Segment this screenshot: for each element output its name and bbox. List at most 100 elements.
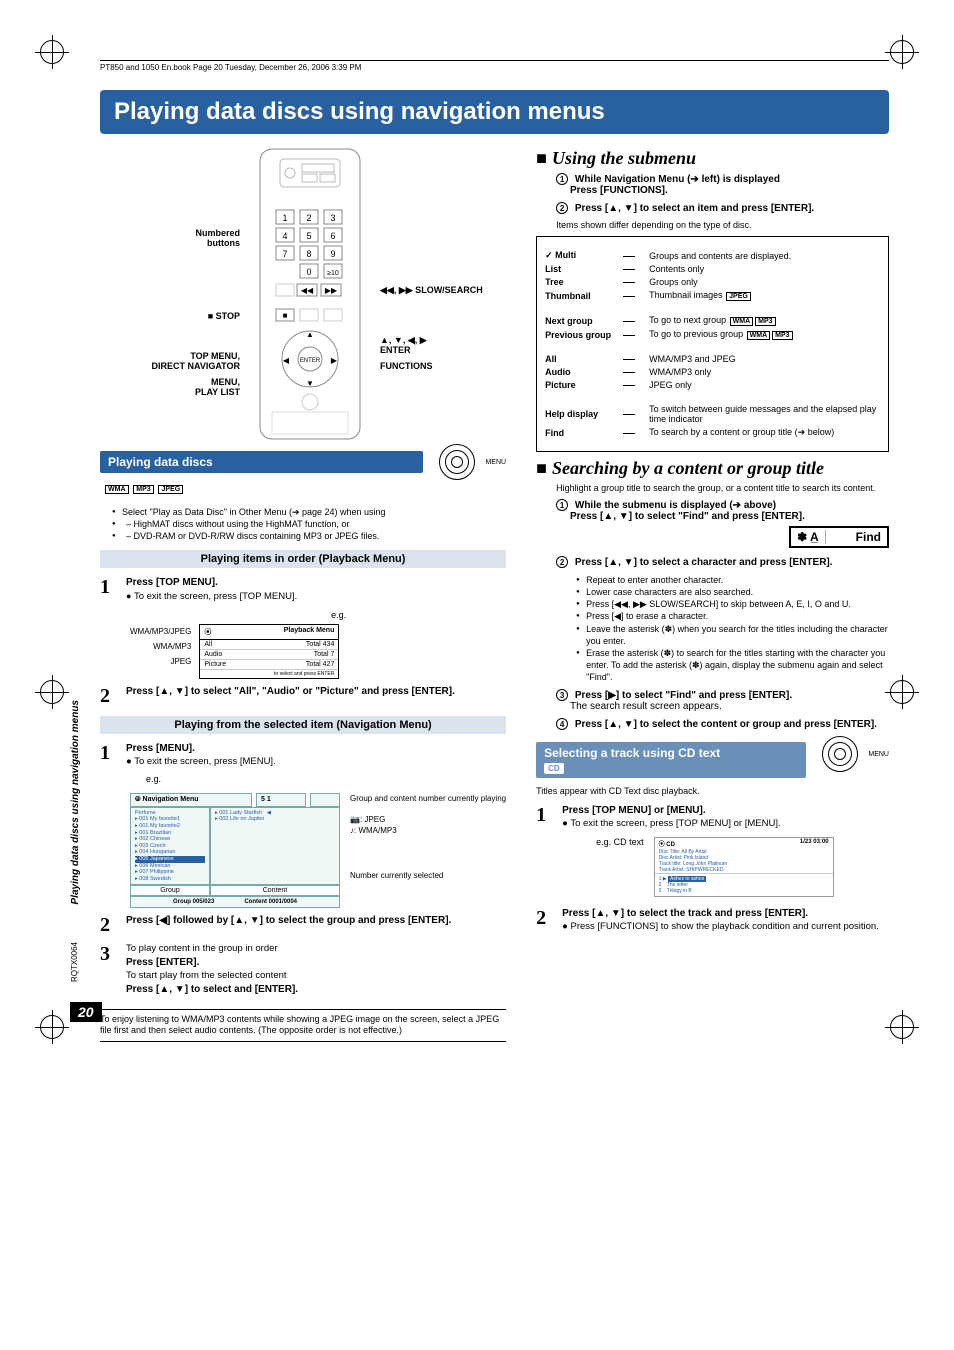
osd-row-val: Total 427 (306, 661, 334, 668)
eg-label: e.g. (146, 773, 506, 785)
sm-label: Tree (545, 277, 631, 287)
dial-label: MENU (868, 751, 889, 758)
sm-desc: Groups and contents are displayed. (631, 251, 880, 261)
navigation-osd-wrap: ⦾ Navigation Menu 5 1 Perfume ▸ 001 My f… (130, 793, 506, 909)
cd-head-left: CD (666, 842, 675, 848)
find-right: Find (856, 530, 881, 544)
nav-content-caption: Content (210, 885, 340, 896)
page-number: 20 (70, 1002, 102, 1022)
search-s2: Press [▲, ▼] to select a character and p… (575, 557, 833, 568)
search-bullets: Repeat to enter another character. Lower… (576, 574, 889, 683)
svg-text:▲: ▲ (306, 330, 314, 339)
svg-text:5: 5 (306, 231, 311, 241)
search-s1a: While the submenu is displayed (➔ above) (575, 500, 776, 511)
nav-side-label: Number currently selected (350, 870, 506, 881)
nav-bottom-right: Content 0001/0004 (244, 899, 297, 905)
svg-text:7: 7 (282, 249, 287, 259)
sm-note: Items shown differ depending on the type… (556, 220, 889, 230)
intro-notes: Select "Play as Data Disc" in Other Menu… (112, 506, 506, 542)
book-header: PT850 and 1050 En.book Page 20 Tuesday, … (100, 60, 889, 72)
right-column: Using the submenu 1 While Navigation Men… (536, 144, 889, 1042)
nav-title: Navigation Menu (143, 796, 199, 803)
heading-submenu: Using the submenu (536, 148, 889, 169)
search-bullet: Lower case characters are also searched. (576, 586, 889, 598)
step2-text: Press [▲, ▼] to select "All", "Audio" or… (126, 686, 455, 697)
pill: MP3 (755, 317, 775, 326)
nav-side-label: : WMA/MP3 (354, 826, 397, 835)
search-bullet: Repeat to enter another character. (576, 574, 889, 586)
subhead-playback-menu: Playing items in order (Playback Menu) (100, 550, 506, 568)
sm-step2: Press [▲, ▼] to select an item and press… (575, 203, 814, 214)
page-title: Playing data discs using navigation menu… (100, 90, 889, 134)
step: 3 To play content in the group in order … (100, 943, 506, 996)
sm-desc: WMA/MP3 and JPEG (631, 354, 880, 364)
circled-2-icon: 2 (556, 202, 568, 214)
step-number: 2 (100, 914, 118, 937)
sm-step1: While Navigation Menu (➔ left) is displa… (575, 174, 780, 185)
cd-s1a: Press [TOP MENU] or [MENU]. (562, 805, 706, 816)
sm-label: Next group (545, 316, 631, 326)
nav-step2: Press [◀] followed by [▲, ▼] to select t… (126, 915, 451, 926)
search-bullet: Erase the asterisk (✽) to search for the… (576, 647, 889, 683)
sm-desc: JPEG only (631, 380, 880, 390)
sm-desc: To search by a content or group title (➔… (631, 427, 880, 438)
svg-text:9: 9 (330, 249, 335, 259)
svg-text:▶: ▶ (331, 356, 338, 365)
subhead-navigation-menu: Playing from the selected item (Navigati… (100, 716, 506, 734)
svg-text:▼: ▼ (306, 379, 314, 388)
circled-3-icon: 3 (556, 689, 568, 701)
nav-dial-icon (822, 736, 858, 772)
nav-dial-icon (439, 444, 475, 480)
sm-label: List (545, 264, 631, 274)
cd-text-osd: ⦿ CD1/23 03:00 Disc Title: All By Artist… (654, 837, 834, 897)
search-intro: Highlight a group title to search the gr… (556, 483, 889, 493)
osd-label: JPEG (130, 654, 191, 669)
playback-menu-osd: ⦿Playback Menu AllTotal 434 AudioTotal 7… (199, 624, 339, 679)
osd-row-val: Total 434 (306, 641, 334, 648)
svg-text:■: ■ (283, 311, 288, 320)
sm-label: Previous group (545, 330, 631, 340)
nav-side-label: Group and content number currently playi… (350, 793, 506, 804)
sm-desc: Groups only (631, 277, 880, 287)
svg-text:ENTER: ENTER (300, 358, 321, 364)
search-bullet: Press [◀◀, ▶▶ SLOW/SEARCH] to skip betwe… (576, 598, 889, 610)
intro-note: – HighMAT discs without using the HighMA… (112, 518, 506, 530)
search-s3a: Press [▶] to select "Find" and press [EN… (575, 690, 792, 701)
svg-text:2: 2 (306, 213, 311, 223)
callout-numbered: Numberedbuttons (100, 229, 240, 249)
sm-label: All (545, 354, 631, 364)
find-left: ✽ A̲ (797, 530, 826, 544)
nav-step1-sub: To exit the screen, press [MENU]. (134, 756, 276, 767)
step1-head: Press [TOP MENU]. (126, 577, 218, 588)
step: 1 Press [MENU]. ● To exit the screen, pr… (100, 742, 506, 787)
step-number: 1 (100, 742, 118, 787)
nav-content-column: ▸ 001 Lady Starfish ◀ ▸ 002 Life on Jupi… (210, 807, 340, 886)
sm-desc: Contents only (631, 264, 880, 274)
nav-group-caption: Group (130, 885, 210, 896)
remote-icon: 1 2 3 4 5 6 7 8 9 0 ≥10 ◀◀ ▶▶ (250, 144, 370, 444)
svg-text:1: 1 (282, 213, 287, 223)
osd-row-name: Audio (204, 651, 222, 658)
svg-text:8: 8 (306, 249, 311, 259)
sm-desc: To go to next group (649, 315, 729, 325)
search-bullet: Leave the asterisk (✽) when you search f… (576, 623, 889, 647)
callout-slow: ◀◀, ▶▶ SLOW/SEARCH (380, 286, 520, 296)
svg-text:▶▶: ▶▶ (325, 286, 338, 295)
model-code: RQTX0064 (70, 942, 79, 982)
osd-row-name: Picture (204, 661, 226, 668)
cd-s1b: To exit the screen, press [TOP MENU] or … (570, 818, 780, 829)
pill: WMA (730, 317, 754, 326)
section-playing-data-discs: Playing data discs (100, 451, 423, 473)
pill-cd: CD (544, 763, 564, 774)
circled-2-icon: 2 (556, 556, 568, 568)
sm-label: Audio (545, 367, 631, 377)
callout-menu: MENU,PLAY LIST (100, 378, 240, 398)
remote-diagram: 1 2 3 4 5 6 7 8 9 0 ≥10 ◀◀ ▶▶ (100, 144, 506, 444)
pill-jpeg: JPEG (158, 485, 183, 494)
nav-step3c: To start play from the selected content (126, 970, 287, 981)
step-number: 1 (536, 804, 554, 831)
playback-osd-wrap: WMA/MP3/JPEG WMA/MP3 JPEG ⦿Playback Menu… (130, 624, 506, 679)
submenu-box: ✓ MultiGroups and contents are displayed… (536, 236, 889, 452)
navigation-menu-osd: ⦾ Navigation Menu 5 1 Perfume ▸ 001 My f… (130, 793, 340, 909)
osd-foot: to select and press ENTER (200, 670, 338, 678)
